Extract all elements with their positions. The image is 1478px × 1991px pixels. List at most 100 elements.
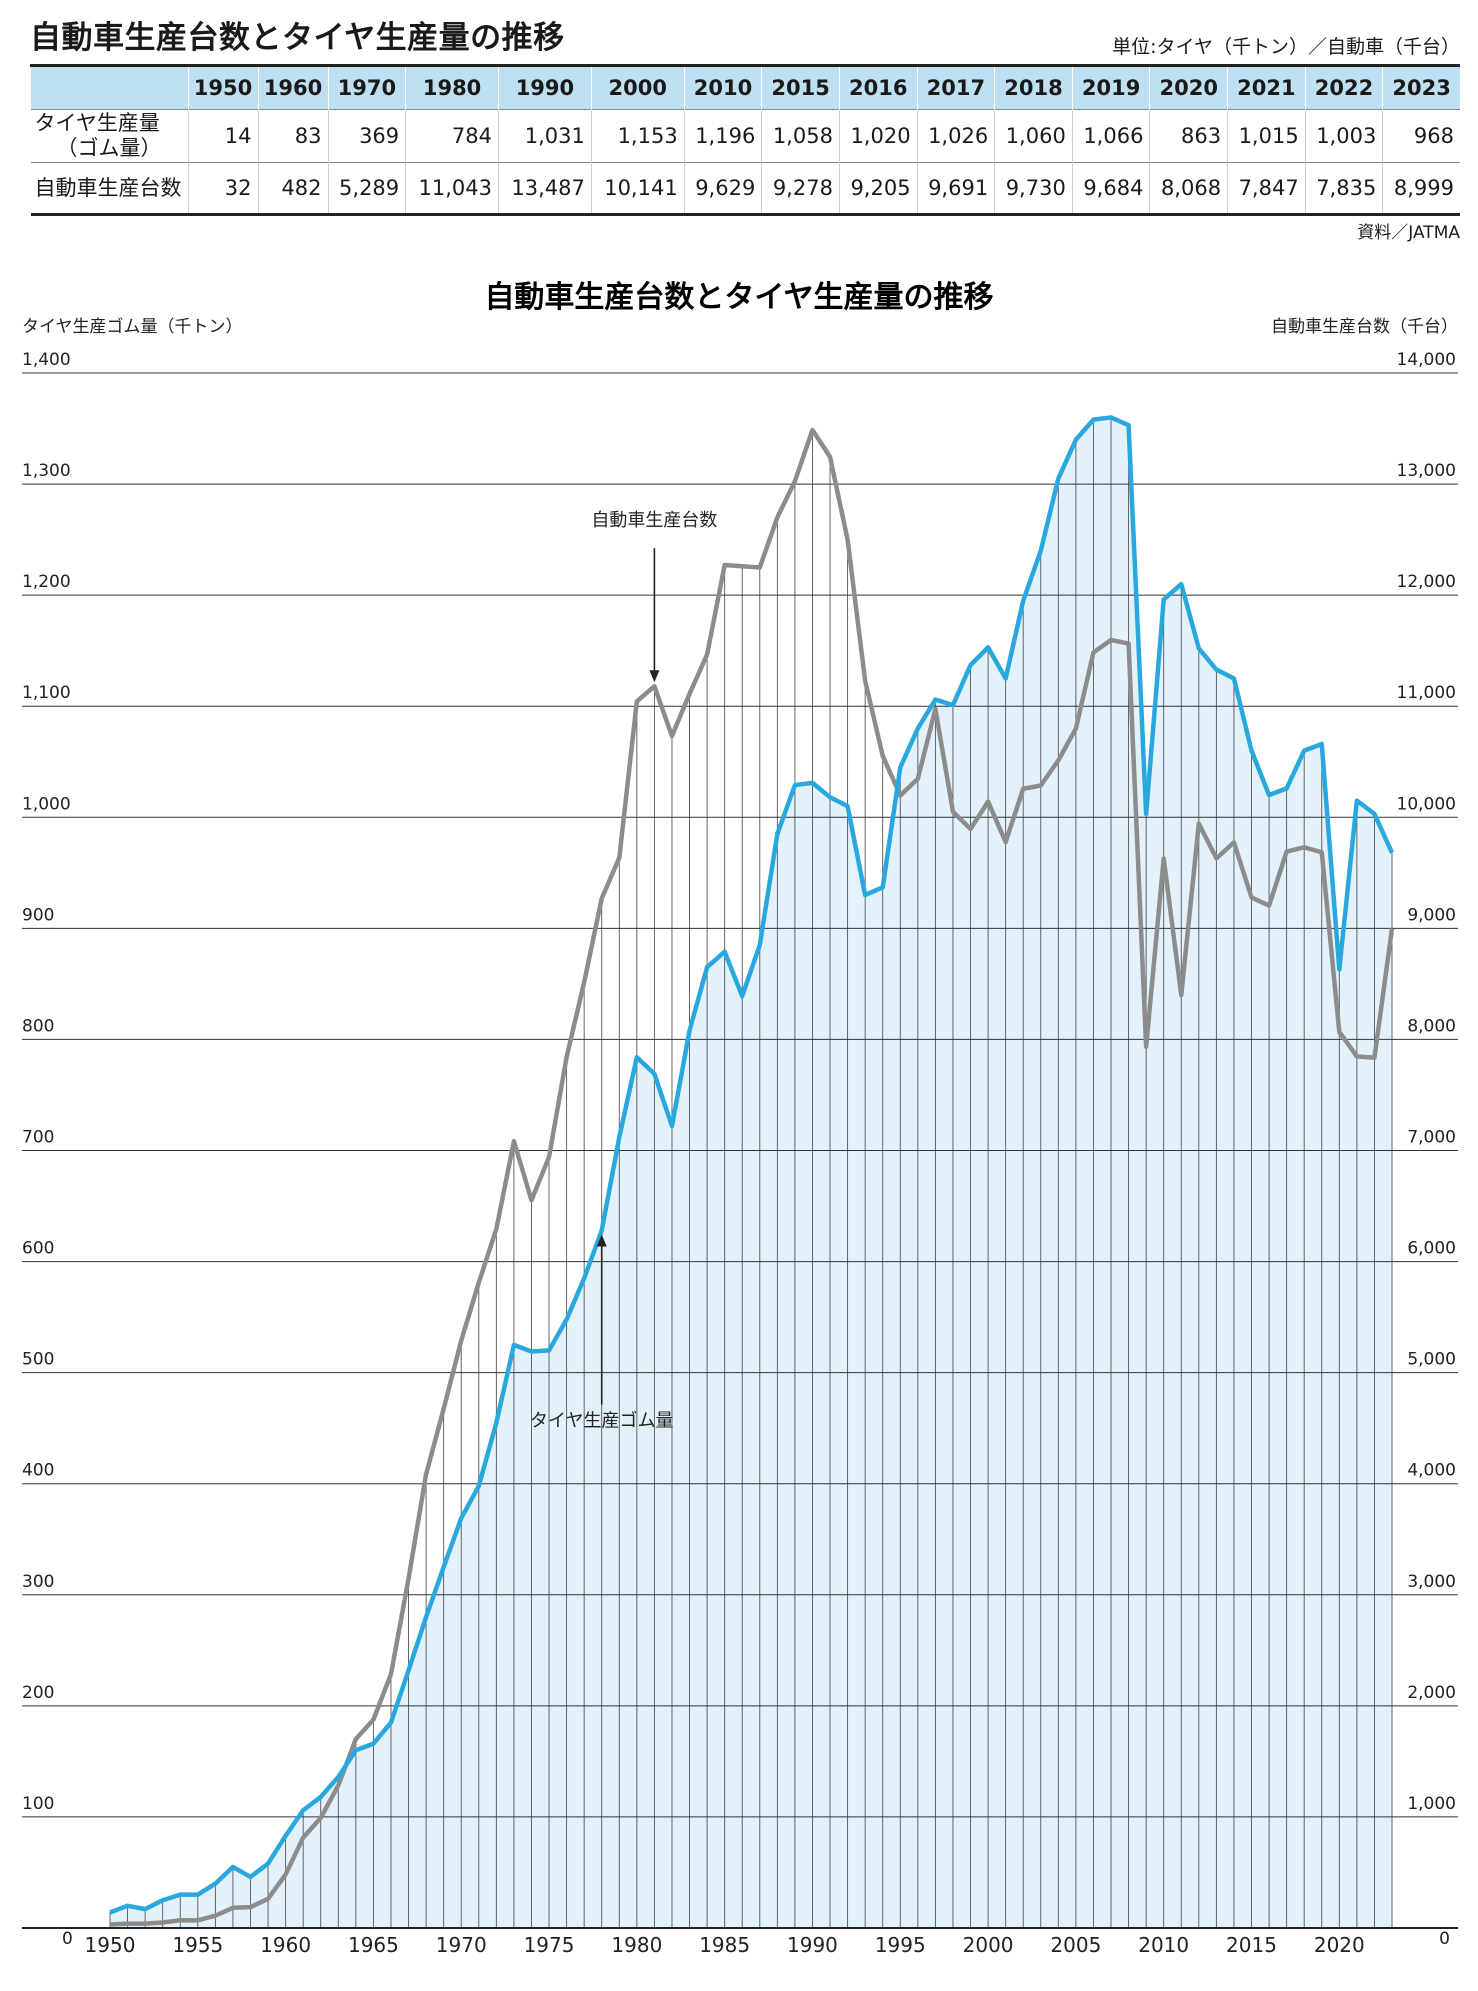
table-cell: 369 [327,109,406,163]
table-cell: 968 [1382,109,1460,163]
right-tick-label: 0 [1439,1929,1450,1949]
table-cell: 1,196 [683,109,762,163]
column-header: 2015 [761,65,840,110]
chart-title: 自動車生産台数とタイヤ生産量の推移 [484,280,993,315]
tire-production-line [109,415,1395,1915]
table-cell: 1,015 [1227,109,1306,163]
x-tick-label: 1980 [611,1933,662,1957]
left-tick-label: 1,000 [22,794,71,814]
table-row-tire: タイヤ生産量 （ゴム量） 14 83 369 784 1,031 1,153 1… [30,109,1460,163]
row-label-line1: タイヤ生産量 [34,111,160,135]
left-tick-label: 700 [22,1128,54,1148]
table-cell: 9,629 [683,162,762,215]
table-cell: 9,205 [838,162,918,215]
column-header: 2021 [1227,65,1306,110]
table-cell: 83 [257,109,329,163]
column-header: 2023 [1382,65,1460,110]
right-tick-label: 11,000 [1397,683,1456,703]
table-cell: 9,278 [761,162,840,215]
table-cell: 784 [405,109,499,163]
column-header: 2017 [916,65,995,110]
right-tick-label: 1,000 [1407,1794,1456,1814]
table-cell: 7,847 [1227,162,1306,215]
left-tick-label: 1,200 [22,572,71,592]
table-cell: 10,141 [590,162,685,215]
right-tick-label: 9,000 [1407,905,1456,925]
column-header: 2022 [1304,65,1383,110]
x-tick-label: 1965 [348,1933,399,1957]
table-cell: 9,730 [994,162,1073,215]
table-cell: 9,691 [916,162,995,215]
column-header: 1970 [327,65,406,110]
x-tick-label: 1985 [699,1933,750,1957]
left-tick-label: 600 [22,1239,54,1259]
table-cell: 9,684 [1071,162,1150,215]
table-cell: 482 [257,162,329,215]
right-tick-label: 6,000 [1407,1239,1456,1259]
left-tick-label: 100 [22,1794,54,1814]
right-tick-label: 8,000 [1407,1016,1456,1036]
table-cell: 5,289 [327,162,406,215]
table-cell: 1,003 [1304,109,1383,163]
right-tick-label: 3,000 [1407,1572,1456,1592]
row-label-line2: （ゴム量） [56,136,162,161]
source-note: 資料／JATMA [1357,223,1460,243]
x-tick-label: 2005 [1050,1933,1101,1957]
table-cell: 863 [1149,109,1228,163]
right-tick-label: 4,000 [1407,1461,1456,1481]
row-label: 自動車生産台数 [31,163,189,215]
table-cell: 14 [187,109,259,163]
table-cell: 8,999 [1382,162,1460,215]
x-tick-label: 1955 [172,1933,223,1957]
auto-annotation-label: 自動車生産台数 [591,510,717,531]
column-header: 2000 [590,65,685,110]
table-row-auto: 自動車生産台数 32 482 5,289 11,043 13,487 10,14… [30,162,1460,215]
table-cell: 7,835 [1304,162,1383,215]
table-cell: 1,026 [916,109,995,163]
right-tick-label: 12,000 [1397,572,1456,592]
table-cell: 1,020 [838,109,918,163]
table-cell: 32 [187,162,259,215]
column-header: 1990 [498,65,592,110]
left-tick-label: 500 [22,1350,54,1370]
left-tick-label: 900 [22,905,54,925]
unit-note: 単位:タイヤ（千トン）／自動車（千台） [1112,36,1460,58]
left-tick-label: 800 [22,1016,54,1036]
right-tick-label: 14,000 [1397,350,1456,370]
right-tick-label: 7,000 [1407,1128,1456,1148]
tire-area-fill [110,417,1392,1928]
left-tick-label: 200 [22,1683,54,1703]
row-label: タイヤ生産量 （ゴム量） [31,110,189,163]
x-tick-label: 2000 [963,1933,1014,1957]
x-tick-label: 1990 [787,1933,838,1957]
x-tick-label: 1950 [85,1933,136,1957]
table-cell: 13,487 [498,162,592,215]
x-tick-label: 1995 [875,1933,926,1957]
table-cell: 8,068 [1149,162,1228,215]
table-cell: 1,058 [761,109,840,163]
left-tick-label: 1,400 [22,350,71,370]
table-header-row: 1950 1960 1970 1980 1990 2000 2010 2015 … [30,65,1460,110]
x-tick-label: 2020 [1314,1933,1365,1957]
left-tick-label: 1,300 [22,461,71,481]
left-tick-label: 300 [22,1572,54,1592]
left-tick-label: 0 [62,1929,73,1949]
tire-annotation-label: タイヤ生産ゴム量 [530,1410,673,1431]
left-tick-label: 400 [22,1461,54,1481]
right-tick-label: 2,000 [1407,1683,1456,1703]
column-header: 2020 [1149,65,1228,110]
page-title: 自動車生産台数とタイヤ生産量の推移 [30,20,565,56]
auto-production-line [109,427,1395,1927]
table-cell: 1,031 [498,109,592,163]
auto-annotation-arrow-head [649,670,660,683]
table-corner [30,65,188,110]
column-header: 2016 [838,65,918,110]
column-header: 1980 [405,65,499,110]
column-header: 1960 [257,65,329,110]
right-tick-label: 13,000 [1397,461,1456,481]
left-tick-label: 1,100 [22,683,71,703]
left-axis-label: タイヤ生産ゴム量（千トン） [22,316,243,337]
x-tick-label: 1970 [436,1933,487,1957]
column-header: 2018 [994,65,1073,110]
